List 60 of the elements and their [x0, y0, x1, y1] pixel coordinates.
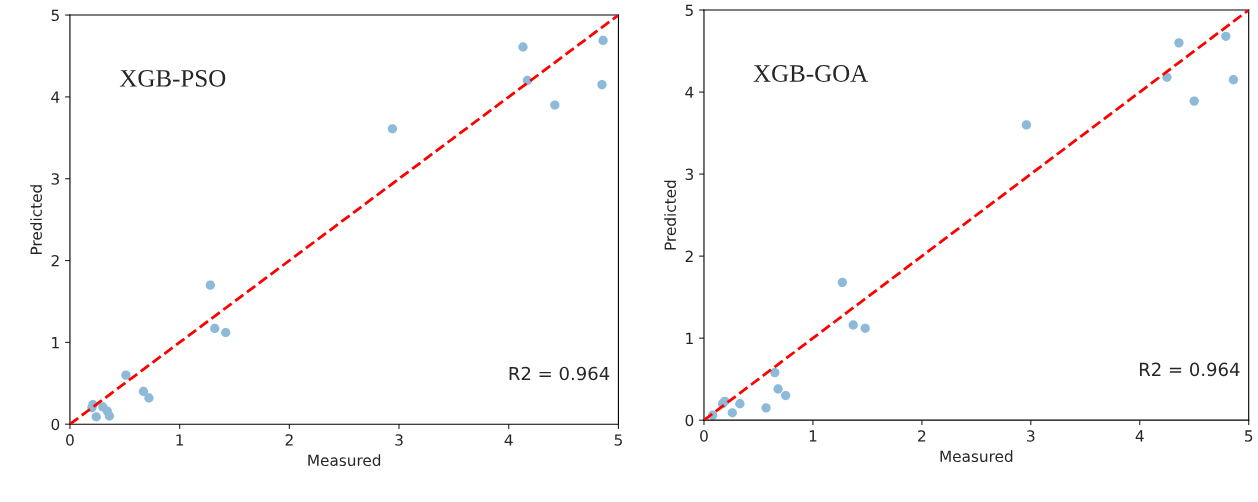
- y-axis-title: Predicted: [664, 180, 677, 250]
- point: [1174, 38, 1184, 48]
- point: [387, 124, 398, 134]
- point: [773, 384, 783, 394]
- y-tick-label: 2: [51, 255, 59, 267]
- y-tick-label: 4: [685, 86, 694, 98]
- annotation: R2 = 0.964: [1139, 362, 1240, 377]
- x-tick-label: 2: [285, 434, 293, 446]
- point: [1021, 120, 1032, 130]
- x-tick-label: 2: [918, 430, 926, 442]
- y-tick-label: 4: [51, 91, 60, 103]
- point: [837, 277, 847, 288]
- x-tick-label: 1: [809, 430, 817, 442]
- point: [761, 403, 771, 413]
- point: [518, 42, 528, 52]
- point: [770, 367, 780, 378]
- y-tick-label: 0: [685, 414, 694, 427]
- x-tick-label: 3: [395, 434, 403, 446]
- annotation: XGB-GOA: [753, 65, 869, 82]
- point: [1221, 31, 1231, 41]
- point: [205, 280, 216, 290]
- y-tick-label: 2: [685, 250, 693, 262]
- x-tick-label: 4: [1135, 430, 1144, 442]
- point: [144, 393, 154, 403]
- y-tick-label: 3: [51, 173, 59, 185]
- x-axis-title: Measured: [940, 450, 1013, 463]
- point: [781, 390, 791, 401]
- point: [221, 327, 231, 338]
- point: [1228, 75, 1239, 85]
- point: [104, 411, 115, 421]
- point: [848, 320, 858, 330]
- y-tick-label: 5: [51, 9, 59, 22]
- x-axis-title: Measured: [308, 454, 381, 467]
- y-tick-label: 1: [52, 337, 59, 349]
- point: [727, 408, 737, 418]
- point: [735, 399, 745, 409]
- x-tick-label: 1: [176, 434, 184, 446]
- x-tick-label: 0: [66, 434, 74, 446]
- y-axis-title: Predicted: [30, 185, 42, 254]
- y-tick-label: 0: [51, 418, 60, 431]
- point: [91, 412, 101, 422]
- annotation: R2 = 0.964: [509, 366, 610, 381]
- y-tick-label: 1: [686, 332, 693, 344]
- point: [121, 370, 131, 380]
- y-tick-label: 5: [685, 4, 693, 17]
- x-tick-label: 3: [1027, 430, 1035, 442]
- point: [860, 323, 870, 333]
- point: [138, 386, 149, 397]
- x-tick-label: 4: [504, 434, 513, 446]
- point: [1162, 72, 1172, 82]
- point: [1189, 96, 1199, 106]
- x-tick-label: 5: [1245, 430, 1253, 442]
- point: [210, 323, 220, 334]
- annotation: XGB-PSO: [119, 69, 226, 87]
- point: [598, 35, 608, 46]
- x-tick-label: 0: [700, 430, 708, 442]
- y-tick-label: 3: [685, 168, 694, 181]
- x-tick-label: 5: [614, 434, 622, 446]
- point: [550, 100, 560, 110]
- point: [597, 79, 607, 90]
